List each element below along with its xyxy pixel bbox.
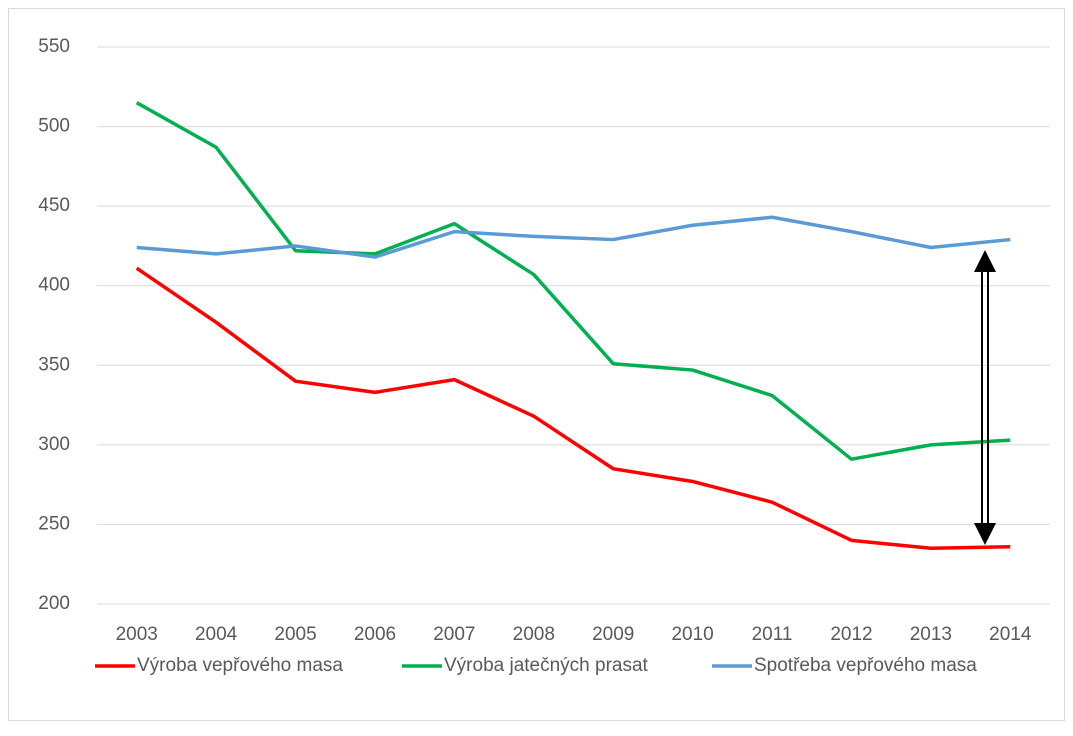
x-tick-label: 2003: [116, 624, 158, 645]
x-tick-label: 2012: [830, 624, 872, 645]
x-tick-label: 2011: [752, 624, 793, 645]
y-tick-label: 200: [38, 593, 70, 614]
y-tick-label: 350: [38, 354, 70, 375]
legend-label: Výroba vepřového masa: [137, 655, 343, 676]
series-line: [135, 266, 1011, 551]
series-line: [135, 101, 1011, 461]
x-tick-label: 2013: [910, 624, 952, 645]
plot-area: 200 250 300 350 400 450 500 550 2003 2004 2005 2006…: [38, 36, 1050, 676]
x-tick-label: 2005: [274, 624, 316, 645]
x-tick-label: 2004: [195, 624, 238, 645]
annotation-arrow: [974, 250, 996, 545]
x-tick-label: 2006: [354, 624, 396, 645]
x-tick-label: 2007: [433, 624, 475, 645]
y-tick-label: 300: [38, 434, 70, 455]
chart-frame: [8, 8, 1065, 721]
x-tick-label: 2010: [671, 624, 713, 645]
legend-label: Spotřeba vepřového masa: [754, 655, 977, 676]
legend-label: Výroba jatečných prasat: [444, 655, 649, 676]
y-tick-label: 550: [38, 36, 70, 57]
y-tick-label: 450: [38, 195, 70, 216]
y-tick-label: 500: [38, 116, 70, 137]
y-tick-label: 250: [38, 513, 70, 534]
y-tick-label: 400: [38, 275, 70, 296]
series-line: [136, 215, 1011, 259]
x-tick-label: 2008: [513, 624, 555, 645]
x-tick-label: 2014: [989, 624, 1032, 645]
x-tick-label: 2009: [592, 624, 634, 645]
